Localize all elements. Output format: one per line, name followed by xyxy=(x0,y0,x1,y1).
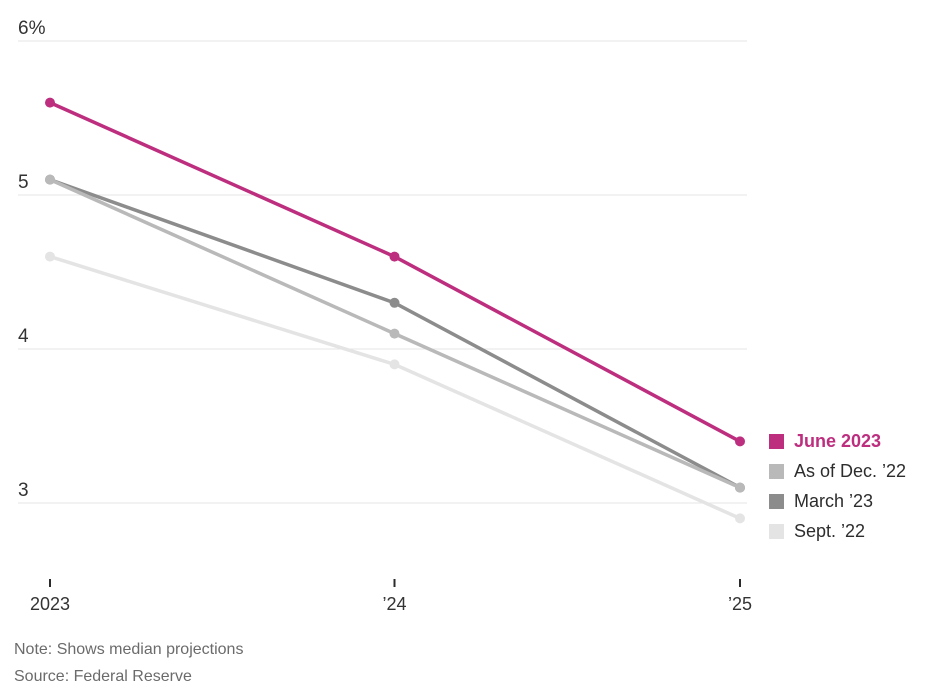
chart-canvas: 6% 5 4 3 2023 ’24 ’25 xyxy=(18,18,752,614)
chart-note: Note: Shows median projections xyxy=(14,641,244,658)
chart-source: Source: Federal Reserve xyxy=(14,668,192,685)
series-1-point xyxy=(735,482,745,493)
series-2-point xyxy=(389,297,400,308)
y-axis-label: 6% xyxy=(18,18,46,39)
legend-item-june-2023: June 2023 xyxy=(769,426,906,456)
series-1-point xyxy=(389,328,400,339)
legend-item-sept-22: Sept. ’22 xyxy=(769,516,906,546)
series-3-point xyxy=(735,513,745,524)
legend-label-march-23: March ’23 xyxy=(794,490,874,511)
series-3-point xyxy=(389,359,400,370)
chart-legend: June 2023 As of Dec. ’22 March ’23 Sept.… xyxy=(769,426,906,546)
y-axis-label: 3 xyxy=(18,480,29,501)
chart-footnotes: Note: Shows median projections Source: F… xyxy=(14,636,243,690)
legend-item-march-23: March ’23 xyxy=(769,486,906,516)
legend-swatch-june-2023 xyxy=(769,433,784,449)
y-axis-label: 5 xyxy=(18,172,29,193)
series-3-point xyxy=(45,251,55,262)
legend-label-as-of-dec-22: As of Dec. ’22 xyxy=(794,460,907,481)
legend-swatch-as-of-dec-22 xyxy=(769,463,784,479)
series-1-point xyxy=(45,174,55,185)
projection-chart: 6% 5 4 3 2023 ’24 ’25 xyxy=(18,18,752,614)
x-axis-label: ’24 xyxy=(382,594,406,614)
series-0-point xyxy=(735,436,745,447)
series-0-line xyxy=(49,101,741,443)
series-0-point xyxy=(389,251,400,262)
legend-swatch-march-23 xyxy=(769,493,784,509)
legend-swatch-sept-22 xyxy=(769,523,784,539)
y-axis-label: 4 xyxy=(18,326,29,347)
legend-label-sept-22: Sept. ’22 xyxy=(794,520,866,541)
x-axis-label: 2023 xyxy=(30,594,70,614)
legend-item-as-of-dec-22: As of Dec. ’22 xyxy=(769,456,906,486)
legend-label-june-2023: June 2023 xyxy=(794,430,882,451)
x-axis-label: ’25 xyxy=(728,594,752,614)
series-0-point xyxy=(45,97,55,108)
